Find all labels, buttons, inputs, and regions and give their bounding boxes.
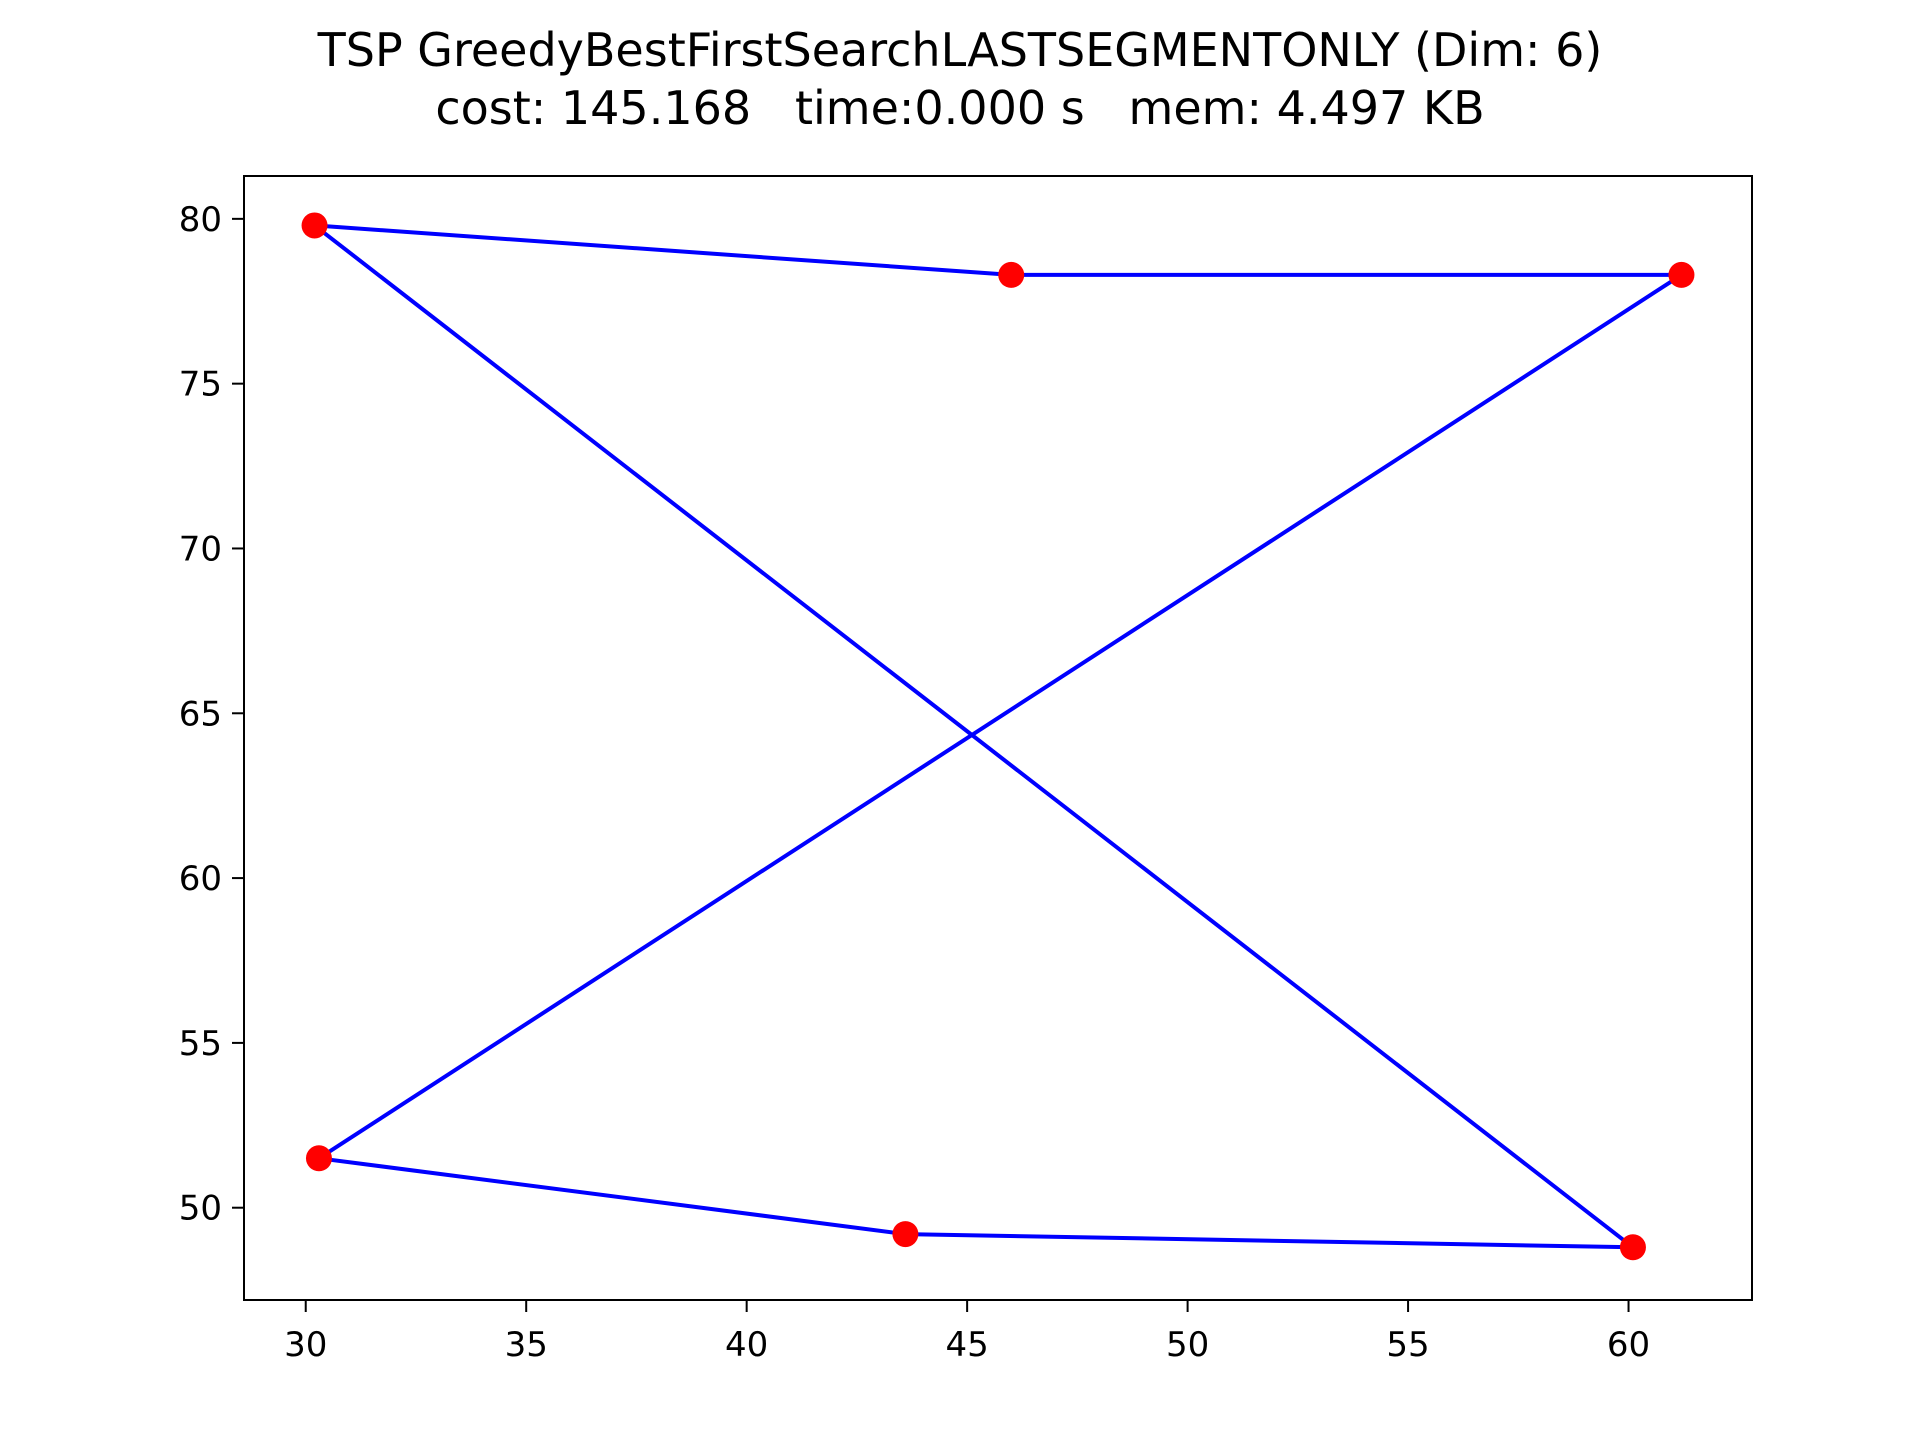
city-point	[998, 261, 1025, 288]
plot-frame	[243, 175, 1753, 1301]
y-tick-label: 80	[179, 200, 222, 240]
chart-title: TSP GreedyBestFirstSearchLASTSEGMENTONLY…	[317, 23, 1603, 77]
chart-subtitle: cost: 145.168 time:0.000 s mem: 4.497 KB	[435, 81, 1484, 135]
x-tick-label: 45	[946, 1325, 989, 1365]
y-tick-label: 60	[179, 859, 222, 899]
x-tick-label: 50	[1166, 1325, 1209, 1365]
x-tick-label: 35	[505, 1325, 548, 1365]
y-tick-label: 65	[179, 694, 222, 734]
city-point	[1619, 1234, 1646, 1261]
y-axis: 50 55 60 65 70 75 80	[179, 200, 244, 1229]
y-tick-label: 50	[179, 1189, 222, 1229]
x-axis: 30 35 40 45 50 55 60	[284, 1300, 1650, 1365]
city-point	[1668, 261, 1695, 288]
city-point	[892, 1221, 919, 1248]
x-tick-label: 30	[284, 1325, 327, 1365]
y-tick-label: 55	[179, 1024, 222, 1064]
x-tick-label: 55	[1386, 1325, 1429, 1365]
x-tick-label: 40	[725, 1325, 768, 1365]
y-tick-label: 70	[179, 529, 222, 569]
city-point	[305, 1145, 332, 1172]
x-tick-label: 60	[1607, 1325, 1650, 1365]
y-tick-label: 75	[179, 365, 222, 405]
city-points	[301, 212, 1695, 1261]
city-point	[301, 212, 328, 239]
